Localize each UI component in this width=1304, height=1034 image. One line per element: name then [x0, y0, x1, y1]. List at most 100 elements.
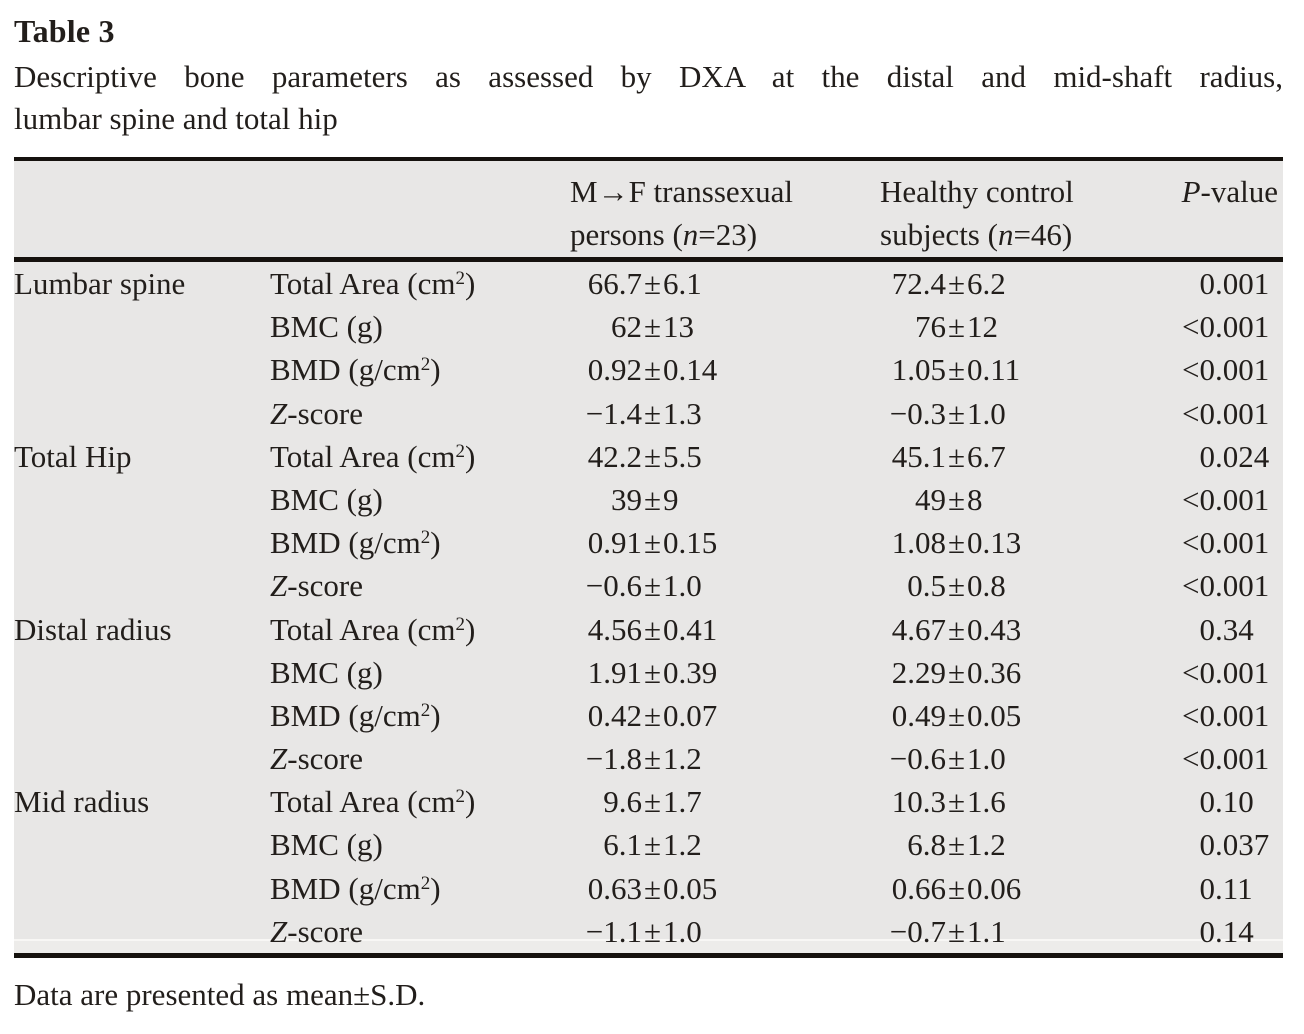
- mtf-value-cell: 6.1 ±1.2: [603, 827, 702, 863]
- table-row: BMD (g/cm2) 0.92 ±0.14 1.05 ±0.11 <0.001: [14, 348, 1283, 391]
- p-value-cell: 0.001: [1199, 266, 1270, 301]
- p-value-cell: <0.001: [1182, 568, 1270, 604]
- mtf-value-cell: 9.6 ±1.7: [603, 784, 702, 820]
- header-col-parameter: [270, 170, 570, 257]
- control-value-cell: 0.66 ±0.06: [891, 870, 1022, 906]
- control-value-cell: 2.29 ±0.36: [891, 654, 1022, 690]
- mtf-value-cell: 39 ±9: [611, 481, 679, 517]
- table-row: Z-score −0.6 ±1.0 0.5 ±0.8 <0.001: [14, 564, 1283, 607]
- table-footnote: Data are presented as mean±S.D.: [14, 977, 426, 1012]
- section-label-cell: [14, 348, 270, 391]
- table-row: BMC (g) 6.1 ±1.2 6.8 ±1.2 0.037: [14, 823, 1283, 866]
- p-value-cell: 0.11: [1199, 870, 1253, 906]
- section-label-cell: [14, 867, 270, 910]
- table-body: Lumbar spine Total Area (cm2) 66.7 ±6.1 72.4…: [14, 262, 1283, 953]
- section-label-cell: [14, 521, 270, 564]
- control-value-cell: 49 ±8: [915, 481, 983, 517]
- p-value-cell: <0.001: [1182, 395, 1270, 431]
- table-row: BMC (g) 1.91 ±0.39 2.29 ±0.36 <0.001: [14, 651, 1283, 694]
- parameter-cell: BMD (g/cm2): [270, 697, 441, 733]
- mtf-value-cell: 42.2 ±5.5: [587, 438, 702, 474]
- parameter-cell: Total Area (cm2): [270, 784, 476, 820]
- table-title: Table 3: [14, 13, 115, 49]
- table-row: Total Hip Total Area (cm2) 42.2 ±5.5 45.1 ±6.…: [14, 435, 1283, 478]
- section-label-cell: Total Hip: [14, 438, 132, 474]
- table-row: BMC (g) 39 ±9 49 ±8 <0.001: [14, 478, 1283, 521]
- section-label-cell: Mid radius: [14, 784, 150, 820]
- parameter-cell: BMC (g): [270, 481, 383, 517]
- control-value-cell: 1.05 ±0.11: [891, 352, 1021, 388]
- header-col-control: Healthy control subjects (n=46): [880, 170, 1175, 257]
- control-value-cell: 45.1 ±6.7: [891, 438, 1006, 474]
- table-row: BMC (g) 62 ±13 76 ±12 <0.001: [14, 305, 1283, 348]
- control-value-cell: −0.3 ±1.0: [889, 395, 1006, 431]
- mtf-value-cell: 0.63 ±0.05: [587, 870, 718, 906]
- parameter-cell: Total Area (cm2): [270, 611, 476, 647]
- data-table: M→F transsexual persons (n=23) Healthy c…: [14, 157, 1283, 958]
- mtf-value-cell: 1.91 ±0.39: [587, 654, 718, 690]
- p-value-cell: 0.34: [1199, 611, 1254, 647]
- mtf-value-cell: 0.42 ±0.07: [587, 697, 718, 733]
- mtf-value-cell: 4.56 ±0.41: [587, 611, 718, 647]
- section-label-cell: [14, 694, 270, 737]
- parameter-cell: Total Area (cm2): [270, 266, 476, 301]
- p-value-cell: <0.001: [1182, 309, 1270, 345]
- section-label-cell: [14, 478, 270, 521]
- control-value-cell: 10.3 ±1.6: [891, 784, 1006, 820]
- parameter-cell: BMC (g): [270, 309, 383, 345]
- p-value-cell: <0.001: [1182, 481, 1270, 517]
- parameter-cell: Z-score: [270, 741, 363, 777]
- p-value-cell: 0.024: [1199, 438, 1270, 474]
- control-value-cell: 72.4 ±6.2: [891, 266, 1006, 301]
- section-label-cell: Distal radius: [14, 611, 172, 647]
- parameter-cell: BMC (g): [270, 827, 383, 863]
- section-label-cell: [14, 910, 270, 953]
- table-row: BMD (g/cm2) 0.42 ±0.07 0.49 ±0.05 <0.001: [14, 694, 1283, 737]
- mtf-value-cell: 0.91 ±0.15: [587, 525, 718, 561]
- p-value-cell: <0.001: [1182, 525, 1270, 561]
- mtf-value-cell: −1.1 ±1.0: [585, 913, 702, 949]
- control-value-cell: −0.7 ±1.1: [889, 913, 1006, 949]
- p-value-cell: 0.037: [1199, 827, 1270, 863]
- header-col-pvalue: P-value: [1181, 174, 1278, 209]
- p-value-cell: <0.001: [1182, 741, 1270, 777]
- table-header-row: M→F transsexual persons (n=23) Healthy c…: [14, 161, 1283, 262]
- table-row: Mid radius Total Area (cm2) 9.6 ±1.7 10.3 ±1.…: [14, 780, 1283, 823]
- parameter-cell: Total Area (cm2): [270, 438, 476, 474]
- header-control-line2: subjects (n=46): [880, 217, 1073, 252]
- parameter-cell: Z-score: [270, 568, 363, 604]
- header-col-section: [14, 170, 270, 257]
- table-row: Z-score −1.1 ±1.0 −0.7 ±1.1 0.14: [14, 910, 1283, 953]
- parameter-cell: BMD (g/cm2): [270, 870, 441, 906]
- header-col-mtf: M→F transsexual persons (n=23): [570, 170, 880, 257]
- table-row: Z-score −1.4 ±1.3 −0.3 ±1.0 <0.001: [14, 392, 1283, 435]
- section-label-cell: [14, 564, 270, 607]
- parameter-cell: BMD (g/cm2): [270, 525, 441, 561]
- section-label-cell: [14, 651, 270, 694]
- section-label-cell: [14, 823, 270, 866]
- p-value-cell: <0.001: [1182, 352, 1270, 388]
- control-value-cell: 0.49 ±0.05: [891, 697, 1022, 733]
- control-value-cell: 4.67 ±0.43: [891, 611, 1022, 647]
- control-value-cell: 6.8 ±1.2: [907, 827, 1006, 863]
- mtf-value-cell: 62 ±13: [611, 309, 695, 345]
- table-caption: Descriptive bone parameters as assessed …: [14, 56, 1283, 140]
- mtf-value-cell: −1.4 ±1.3: [585, 395, 702, 431]
- control-value-cell: 1.08 ±0.13: [891, 525, 1022, 561]
- table-row: Z-score −1.8 ±1.2 −0.6 ±1.0 <0.001: [14, 737, 1283, 780]
- parameter-cell: Z-score: [270, 913, 363, 949]
- mtf-value-cell: −0.6 ±1.0: [585, 568, 702, 604]
- mtf-value-cell: −1.8 ±1.2: [585, 741, 702, 777]
- table-row: BMD (g/cm2) 0.63 ±0.05 0.66 ±0.06 0.11: [14, 867, 1283, 910]
- parameter-cell: BMC (g): [270, 654, 383, 690]
- section-label-cell: Lumbar spine: [14, 266, 186, 301]
- section-label-cell: [14, 305, 270, 348]
- bottom-strip-artifact: [14, 939, 1283, 953]
- parameter-cell: BMD (g/cm2): [270, 352, 441, 388]
- p-value-cell: 0.10: [1199, 784, 1254, 820]
- p-value-cell: <0.001: [1182, 654, 1270, 690]
- p-value-cell: 0.14: [1199, 913, 1254, 949]
- mtf-value-cell: 66.7 ±6.1: [587, 266, 702, 301]
- header-mtf-line1: M→F transsexual: [570, 174, 794, 209]
